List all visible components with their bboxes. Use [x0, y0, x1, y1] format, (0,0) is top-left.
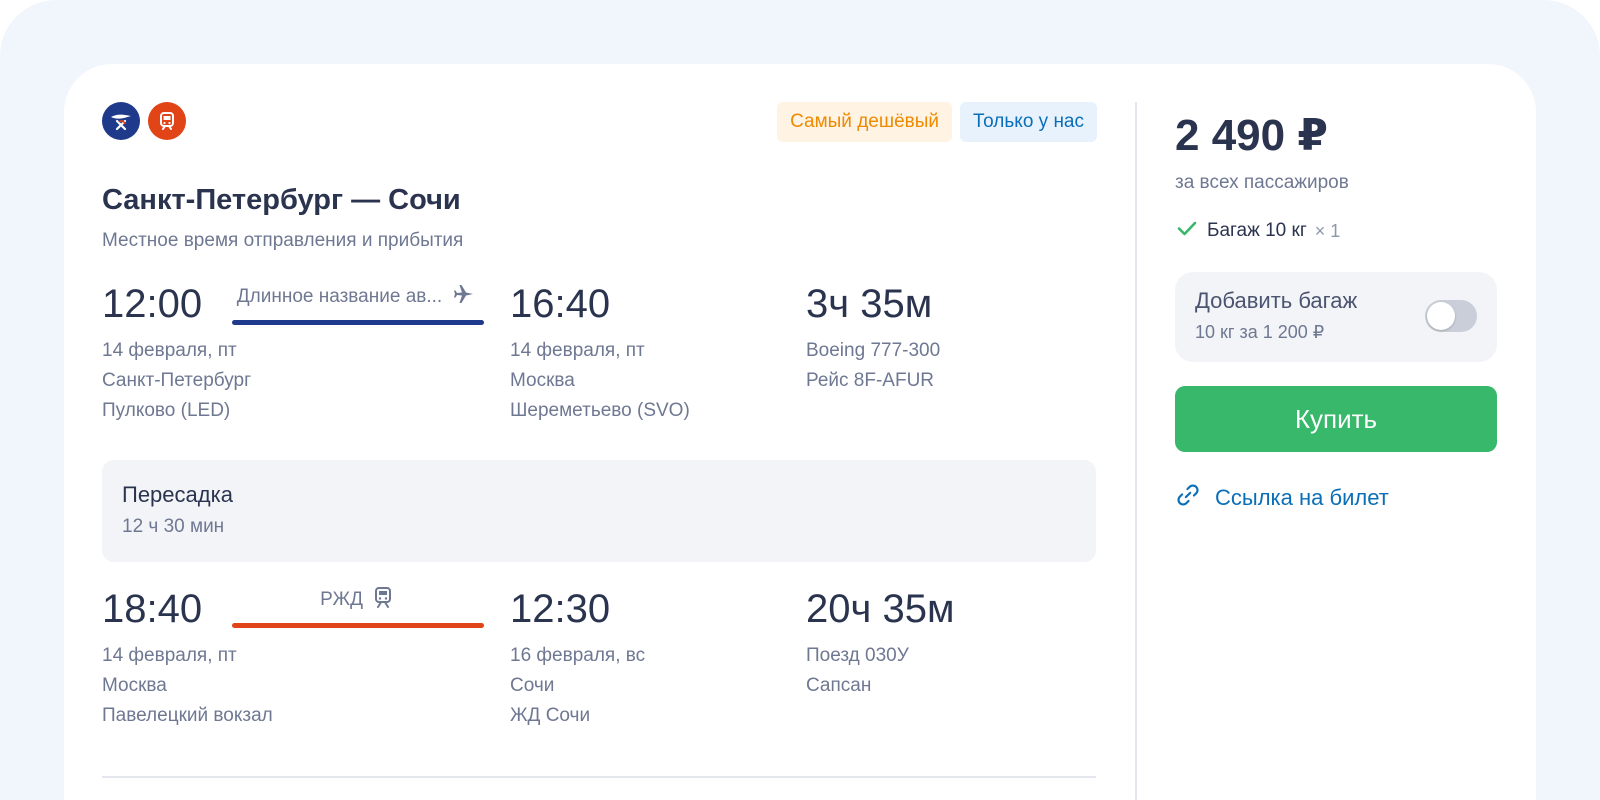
link-icon: [1175, 482, 1201, 514]
segment-2: 18:40 РЖД 12:30 20ч 35м 14 февраля, пт М…: [0, 587, 1100, 747]
vehicle-info: Поезд 030У Сапсан: [806, 641, 909, 701]
badges: Самый дешёвый Только у нас: [777, 102, 1097, 142]
ticket-link-label: Ссылка на билет: [1215, 485, 1389, 510]
segment-1: 12:00 Длинное название ав... 16:40 3ч 35…: [0, 282, 1100, 442]
flight-number: Рейс 8F-AFUR: [806, 370, 935, 391]
arrival-info: 16 февраля, вс Сочи ЖД Сочи: [510, 641, 645, 731]
segment-line: [232, 623, 484, 628]
arrival-time: 16:40: [510, 282, 611, 326]
baggage-included: Багаж 10 кг × 1: [1175, 216, 1340, 246]
departure-date: 14 февраля, пт: [102, 340, 237, 361]
cheapest-badge: Самый дешёвый: [777, 102, 953, 142]
departure-city: Москва: [102, 675, 167, 696]
bottom-divider: [102, 776, 1096, 778]
carrier-name: Длинное название ав...: [230, 282, 483, 312]
aeroflot-logo-icon: [102, 102, 140, 140]
exclusive-badge: Только у нас: [960, 102, 1097, 142]
add-baggage-title: Добавить багаж: [1195, 288, 1358, 313]
arrival-date: 14 февраля, пт: [510, 340, 645, 361]
arrival-date: 16 февраля, вс: [510, 645, 646, 666]
departure-time: 18:40: [102, 587, 203, 631]
arrival-city: Москва: [510, 370, 575, 391]
buy-button[interactable]: Купить: [1175, 386, 1497, 452]
arrival-time: 12:30: [510, 587, 611, 631]
departure-station: Павелецкий вокзал: [102, 705, 273, 726]
arrival-station: ЖД Сочи: [510, 705, 591, 726]
departure-station: Пулково (LED): [102, 400, 231, 421]
departure-city: Санкт-Петербург: [102, 370, 252, 391]
arrival-info: 14 февраля, пт Москва Шереметьево (SVO): [510, 336, 690, 426]
price: 2 490 ₽: [1175, 111, 1328, 160]
carrier-label: Длинное название ав...: [236, 286, 443, 307]
plane-icon: [452, 282, 476, 312]
rzd-logo-icon: [148, 102, 186, 140]
ticket-link[interactable]: Ссылка на билет: [1175, 482, 1389, 514]
carrier-logos: [102, 102, 186, 140]
train-number: Поезд 030У: [806, 645, 909, 666]
route-subtitle: Местное время отправления и прибытия: [102, 230, 464, 251]
toggle-knob: [1427, 302, 1455, 330]
carrier-name: РЖД: [230, 585, 483, 615]
vehicle-info: Boeing 777-300 Рейс 8F-AFUR: [806, 336, 940, 396]
carrier-label: РЖД: [320, 589, 363, 610]
duration: 20ч 35м: [806, 587, 955, 631]
train-icon: [373, 585, 393, 615]
route-title: Санкт-Петербург — Сочи: [102, 184, 461, 216]
train-name: Сапсан: [806, 675, 872, 696]
baggage-label: Багаж 10 кг: [1207, 220, 1307, 241]
transfer-block: Пересадка 12 ч 30 мин: [102, 460, 1096, 562]
departure-info: 14 февраля, пт Москва Павелецкий вокзал: [102, 641, 273, 731]
vehicle-model: Boeing 777-300: [806, 340, 941, 361]
departure-time: 12:00: [102, 282, 203, 326]
baggage-multiplier: × 1: [1314, 220, 1341, 241]
arrival-city: Сочи: [510, 675, 555, 696]
departure-date: 14 февраля, пт: [102, 645, 237, 666]
price-note: за всех пассажиров: [1175, 172, 1349, 193]
add-baggage-price: 10 кг за 1 200 ₽: [1195, 322, 1325, 342]
check-icon: [1175, 216, 1199, 246]
departure-info: 14 февраля, пт Санкт-Петербург Пулково (…: [102, 336, 251, 426]
transfer-duration: 12 ч 30 мин: [122, 516, 225, 537]
card-divider: [1135, 102, 1137, 800]
duration: 3ч 35м: [806, 282, 933, 326]
add-baggage-panel[interactable]: Добавить багаж 10 кг за 1 200 ₽: [1175, 272, 1497, 362]
add-baggage-toggle[interactable]: [1425, 300, 1477, 332]
segment-line: [232, 320, 484, 325]
transfer-title: Пересадка: [122, 482, 233, 507]
arrival-station: Шереметьево (SVO): [510, 400, 690, 421]
